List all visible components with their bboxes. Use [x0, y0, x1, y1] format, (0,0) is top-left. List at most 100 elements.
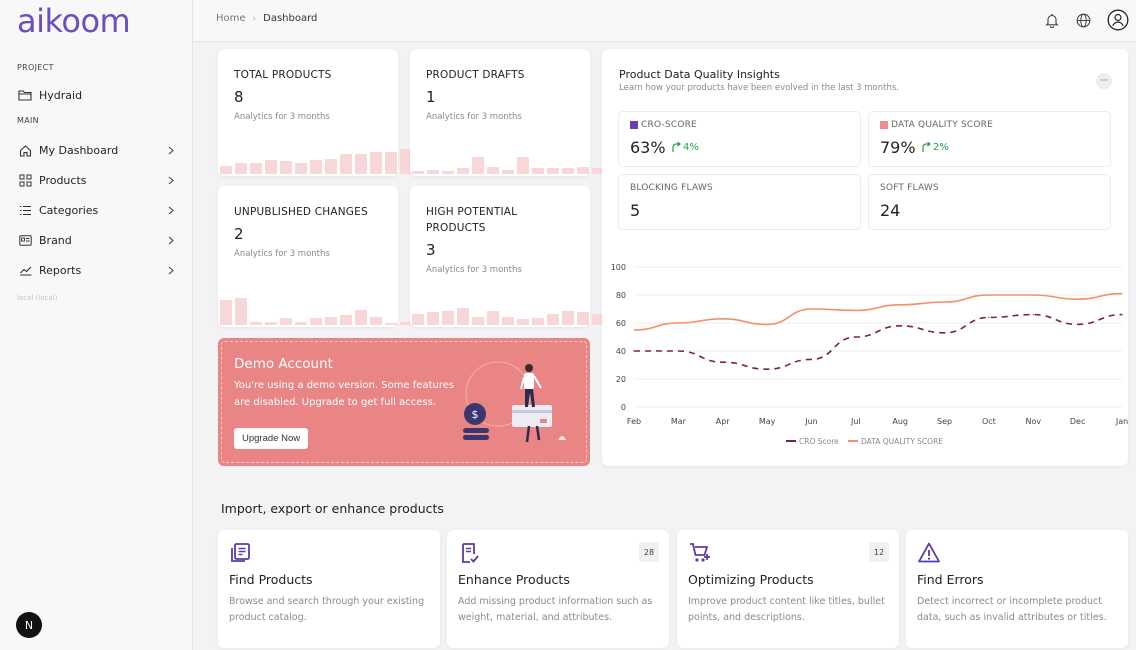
enhance-products-card[interactable]: 28 Enhance Products Add missing product …	[447, 530, 669, 648]
folder-icon	[18, 88, 32, 102]
card-title: Optimizing Products	[688, 572, 814, 587]
warning-icon	[918, 542, 940, 563]
stat-title: UNPUBLISHED CHANGES	[234, 206, 368, 218]
stat-subtitle: Analytics for 3 months	[426, 265, 522, 275]
series-point	[899, 325, 901, 327]
chevron-right-icon	[165, 143, 177, 157]
sparkline-bar	[412, 314, 424, 325]
x-tick-label: Aug	[892, 417, 908, 426]
x-tick-label: Oct	[982, 417, 996, 426]
metric-blocking-flaws: BLOCKING FLAWS 5	[618, 174, 861, 230]
find-products-card[interactable]: Find Products Browse and search through …	[218, 530, 440, 648]
y-tick-label: 20	[616, 375, 626, 384]
language-globe-icon[interactable]	[1073, 10, 1093, 30]
svg-text:$: $	[472, 408, 479, 421]
y-tick-label: 40	[616, 347, 626, 356]
list-icon	[18, 203, 32, 217]
stat-subtitle: Analytics for 3 months	[234, 112, 330, 122]
sparkline-bar	[220, 166, 232, 174]
sparkline-bar	[412, 171, 424, 174]
sparkline-bar	[235, 163, 247, 174]
sparkline-bar	[310, 318, 322, 325]
stat-card-unpublished-changes[interactable]: UNPUBLISHED CHANGES 2 Analytics for 3 mo…	[218, 186, 412, 327]
sidebar-item-my-dashboard[interactable]: My Dashboard	[10, 137, 185, 163]
sidebar-item-brand[interactable]: Brand	[10, 227, 185, 253]
sparkline-bar	[265, 322, 277, 325]
x-tick-label: Apr	[716, 417, 731, 426]
sidebar-item-categories[interactable]: Categories	[10, 197, 185, 223]
metric-trend-value: 4%	[683, 142, 699, 153]
sparkline-bars	[412, 308, 604, 325]
x-tick-label: May	[759, 417, 776, 426]
grid-icon	[18, 173, 32, 187]
insights-title: Product Data Quality Insights	[619, 68, 780, 81]
sidebar-item-label: My Dashboard	[39, 143, 119, 157]
card-description: Add missing product information such as …	[458, 596, 653, 623]
upgrade-now-button[interactable]: Upgrade Now	[234, 428, 309, 449]
series-point	[988, 294, 990, 296]
metric-trend-value: 2%	[933, 142, 949, 153]
sparkline-bar	[502, 317, 514, 325]
sparkline-bar	[427, 170, 439, 174]
top-header: Home › Dashboard	[194, 0, 1136, 42]
metric-trend: 4%	[671, 142, 699, 153]
metric-value: 24	[880, 201, 901, 220]
sparkline-bar	[427, 312, 439, 325]
stat-title: TOTAL PRODUCTS	[234, 69, 332, 81]
sparkline-bar	[370, 152, 382, 174]
metric-value: 79%	[880, 138, 916, 157]
user-profile-icon[interactable]	[1106, 8, 1130, 32]
sparkline-bar	[547, 168, 559, 174]
stat-title: HIGH POTENTIAL PRODUCTS	[426, 206, 518, 234]
sparkline-bar	[280, 318, 292, 325]
insights-subtitle: Learn how your products have been evolve…	[619, 83, 899, 93]
cart-plus-icon	[690, 543, 710, 562]
sidebar-item-reports[interactable]: Reports	[10, 257, 185, 283]
sparkline-bar	[562, 311, 574, 325]
sparkline-bar	[472, 317, 484, 325]
import-section-title: Import, export or enhance products	[221, 501, 444, 516]
sparkline-bar	[472, 157, 484, 174]
series-point	[677, 322, 679, 324]
metric-value: 63%	[630, 138, 666, 157]
stat-title: PRODUCT DRAFTS	[426, 69, 525, 81]
series-point	[810, 358, 813, 360]
stat-card-high-potential-products[interactable]: HIGH POTENTIAL PRODUCTS 3 Analytics for …	[410, 186, 604, 327]
sparkline-bar	[385, 152, 397, 174]
trend-up-arrow-icon	[672, 142, 681, 152]
x-tick-label: Jul	[850, 417, 861, 426]
series-point	[722, 361, 724, 363]
stat-card-product-drafts[interactable]: PRODUCT DRAFTS 1 Analytics for 3 months	[410, 49, 604, 176]
sidebar-item-products[interactable]: Products	[10, 167, 185, 193]
series-point	[1077, 323, 1079, 325]
metric-data-quality-score: DATA QUALITY SCORE 79% 2%	[868, 111, 1111, 167]
series-point	[1032, 314, 1034, 316]
series-point	[766, 368, 768, 370]
brand-logo[interactable]: aikoom	[17, 2, 131, 40]
sparkline-bar	[457, 308, 469, 325]
optimizing-products-card[interactable]: 12 Optimizing Products Improve product c…	[677, 530, 899, 648]
more-options-icon[interactable]: ···	[1096, 73, 1112, 89]
user-avatar-button[interactable]: N	[16, 612, 42, 638]
sparkline-bar	[592, 314, 604, 325]
project-selector[interactable]: Hydraid	[10, 82, 185, 108]
stat-card-total-products[interactable]: TOTAL PRODUCTS 8 Analytics for 3 months	[218, 49, 412, 176]
sparkline-bar	[235, 298, 247, 325]
project-name: Hydraid	[39, 88, 83, 102]
count-badge: 28	[639, 542, 659, 562]
sparkline-bar	[577, 312, 589, 325]
sparkline-bar	[400, 322, 412, 325]
metric-label: SOFT FLAWS	[880, 183, 939, 193]
sparkline-bar	[487, 311, 499, 325]
sidebar-item-label: Products	[39, 173, 87, 187]
series-point	[988, 316, 990, 318]
breadcrumb-home-link[interactable]: Home	[216, 13, 246, 24]
sidebar-item-label: Brand	[39, 233, 72, 247]
sparkline-bar	[577, 167, 589, 174]
find-errors-card[interactable]: Find Errors Detect incorrect or incomple…	[906, 530, 1128, 648]
count-badge: 12	[869, 542, 889, 562]
sparkline-bar	[532, 168, 544, 174]
sparkline-bars	[220, 149, 412, 174]
sparkline-bar	[295, 322, 307, 325]
notification-bell-icon[interactable]	[1042, 10, 1062, 30]
